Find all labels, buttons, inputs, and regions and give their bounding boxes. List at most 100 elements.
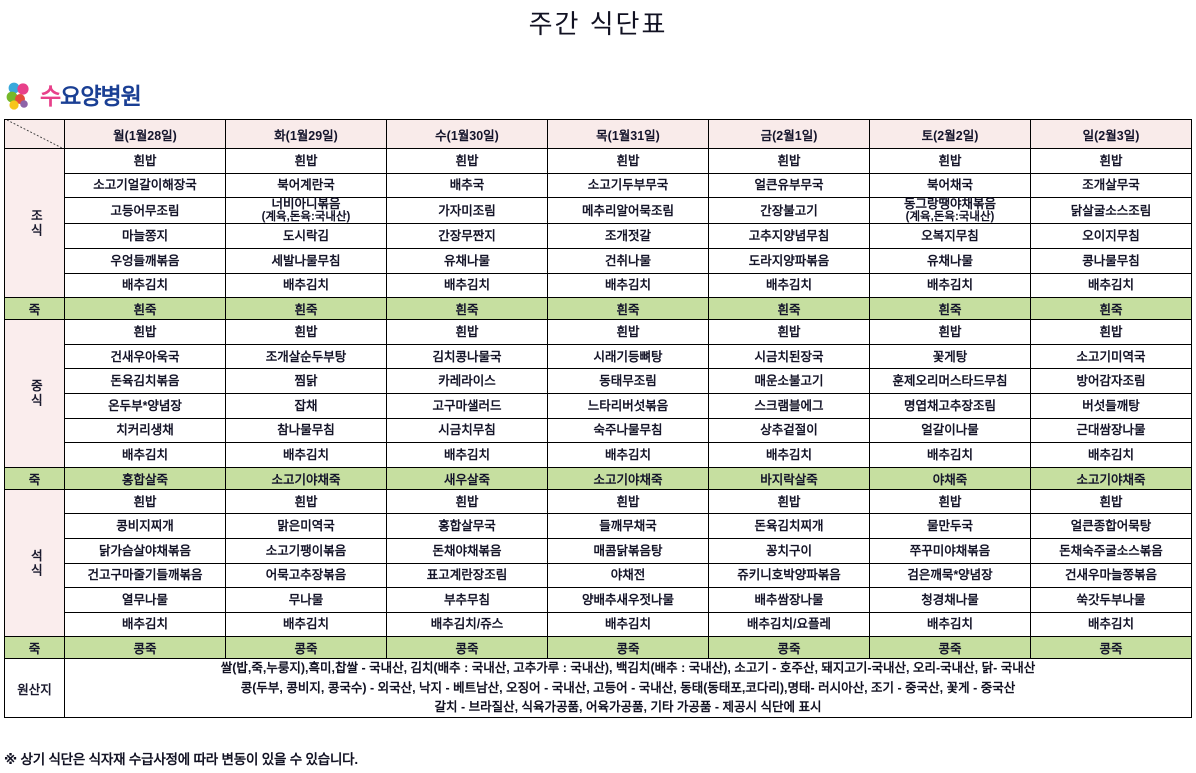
menu-cell: 북어계란국 <box>225 172 387 199</box>
porridge-cell-sun: 소고기야채죽 <box>1030 466 1192 490</box>
menu-cell: 흰밥 <box>1030 319 1192 345</box>
menu-cell: 명엽채고추장조림 <box>869 392 1031 419</box>
menu-cell: 흰밥 <box>1030 148 1192 174</box>
menu-cell: 흰밥 <box>869 148 1031 174</box>
menu-cell: 오이지무침 <box>1030 223 1192 249</box>
menu-cell: 꽃게탕 <box>869 343 1031 370</box>
menu-row: 고등어무조림 너비아니볶음 (계육,돈육:국내산) 가자미조림 메추리알어묵조림 간장불고… <box>5 197 1192 225</box>
menu-cell: 배추김치 <box>869 442 1031 468</box>
porridge-row-label: 죽 <box>4 466 65 490</box>
menu-cell: 소고기두부무국 <box>547 172 709 199</box>
flower-logo-icon <box>6 82 29 110</box>
menu-row: 콩비지찌개 맑은미역국 홍합살무국 들깨무채국 돈육김치찌개 물만두국 얼큰종합어묵탕 <box>5 513 1192 539</box>
menu-cell: 숙주나물무침 <box>547 417 709 444</box>
menu-cell: 시래기등뼈탕 <box>547 343 709 370</box>
meal-label-dinner: 석식 <box>4 488 65 638</box>
porridge-cell-fri: 바지락살죽 <box>708 466 870 490</box>
porridge-cell-wed: 새우살죽 <box>386 466 548 490</box>
menu-cell: 훈제오리머스타드무침 <box>869 368 1031 394</box>
menu-cell: 흰밥 <box>708 319 870 345</box>
menu-cell: 물만두국 <box>869 513 1031 539</box>
menu-cell: 마늘쫑지 <box>64 223 226 249</box>
menu-cell: 온두부*양념장 <box>64 392 226 419</box>
menu-cell: 메추리알어묵조림 <box>547 197 709 225</box>
menu-cell: 돈육김치볶음 <box>64 368 226 394</box>
origin-text: 쌀(밥,죽,누룽지),흑미,찹쌀 - 국내산, 김치(배추 : 국내산, 고추가… <box>64 658 1192 719</box>
menu-cell: 스크램블에그 <box>708 392 870 419</box>
header-day-sat: 토(2월2일) <box>869 119 1031 149</box>
menu-cell: 김치콩나물국 <box>386 343 548 370</box>
menu-row: 건새우아욱국 조개살순두부탕 김치콩나물국 시래기등뼈탕 시금치된장국 꽃게탕 소고기미역국 <box>5 343 1192 370</box>
menu-cell: 배추김치 <box>547 611 709 638</box>
menu-cell: 동그랑땡야채볶음 (계육,돈육:국내산) <box>869 197 1031 225</box>
menu-cell: 맑은미역국 <box>225 513 387 539</box>
menu-cell: 조개살순두부탕 <box>225 343 387 370</box>
menu-row: 마늘쫑지 도시락김 간장무짠지 조개젓갈 고추지양념무침 오복지무침 오이지무침 <box>5 223 1192 249</box>
menu-cell: 매콤닭볶음탕 <box>547 537 709 564</box>
menu-cell: 흰밥 <box>386 488 548 515</box>
porridge-cell-mon: 홍합살죽 <box>64 466 226 490</box>
menu-cell: 청경채나물 <box>869 587 1031 613</box>
menu-cell: 배추김치 <box>225 442 387 468</box>
menu-row: 열무나물 무나물 부추무침 양배추새우젓나물 배추쌈장나물 청경채나물 쑥갓두부나물 <box>5 587 1192 613</box>
menu-cell: 건취나물 <box>547 247 709 274</box>
porridge-cell-sat: 야채죽 <box>869 466 1031 490</box>
menu-cell: 느타리버섯볶음 <box>547 392 709 419</box>
menu-cell: 흰밥 <box>708 488 870 515</box>
menu-cell: 흰밥 <box>386 319 548 345</box>
header-day-wed: 수(1월30일) <box>386 119 548 149</box>
logo-text-su: 수 <box>40 82 61 109</box>
menu-cell: 배추김치 <box>64 442 226 468</box>
menu-cell-text: 동그랑땡야채볶음 <box>903 197 996 212</box>
menu-cell: 배추김치 <box>547 272 709 299</box>
menu-cell: 흰밥 <box>869 319 1031 345</box>
menu-cell: 흰밥 <box>547 319 709 345</box>
menu-cell: 얼큰종합어묵탕 <box>1030 513 1192 539</box>
menu-cell: 배추김치 <box>64 272 226 299</box>
menu-cell: 배추김치 <box>386 442 548 468</box>
menu-cell: 얼큰유부무국 <box>708 172 870 199</box>
menu-cell: 야채전 <box>547 562 709 589</box>
logo-text: 수 요양병원 <box>40 82 142 109</box>
menu-cell: 부추무침 <box>386 587 548 613</box>
menu-cell: 잡채 <box>225 392 387 419</box>
menu-row: 배추김치 배추김치 배추김치 배추김치 배추김치 배추김치 배추김치 <box>5 442 1192 468</box>
menu-cell: 고추지양념무침 <box>708 223 870 249</box>
menu-cell: 배추김치 <box>708 272 870 299</box>
menu-cell: 고구마샐러드 <box>386 392 548 419</box>
porridge-cell-tue: 소고기야채죽 <box>225 466 387 490</box>
menu-cell-text: 너비아니볶음 <box>271 197 341 212</box>
menu-cell-origin-note: (계육,돈육:국내산) <box>905 211 995 224</box>
menu-cell: 흰밥 <box>225 488 387 515</box>
menu-cell: 카레라이스 <box>386 368 548 394</box>
origin-line: 갈치 - 브라질산, 식육가공품, 어육가공품, 기타 가공품 - 제공시 식단… <box>434 700 822 715</box>
menu-cell: 소고기팽이볶음 <box>225 537 387 564</box>
menu-row: 배추김치 배추김치 배추김치 배추김치 배추김치 배추김치 배추김치 <box>5 272 1192 299</box>
origin-line: 콩(두부, 콩비지, 콩국수) - 외국산, 낙지 - 베트남산, 오징어 - … <box>240 680 1016 695</box>
porridge-cell-wed: 콩죽 <box>386 636 548 660</box>
menu-row: 석식 흰밥 흰밥 흰밥 흰밥 흰밥 흰밥 흰밥 <box>4 488 1192 638</box>
menu-cell: 우엉들깨볶음 <box>64 247 226 274</box>
menu-row: 우엉들깨볶음 세발나물무침 유채나물 건취나물 도라지양파볶음 유채나물 콩나물무침 <box>5 247 1192 274</box>
menu-row: 치커리생채 참나물무침 시금치무침 숙주나물무침 상추겉절이 얼갈이나물 근대쌈장나물 <box>5 417 1192 444</box>
menu-cell: 배추김치 <box>386 272 548 299</box>
porridge-cell-sat: 흰죽 <box>869 297 1031 321</box>
menu-cell: 흰밥 <box>64 319 226 345</box>
menu-cell: 닭가슴살야채볶음 <box>64 537 226 564</box>
origin-row: 원산지 쌀(밥,죽,누룽지),흑미,찹쌀 - 국내산, 김치(배추 : 국내산, … <box>4 658 1192 719</box>
menu-cell: 건새우마늘쫑볶음 <box>1030 562 1192 589</box>
porridge-cell-tue: 콩죽 <box>225 636 387 660</box>
menu-cell: 배추쌈장나물 <box>708 587 870 613</box>
menu-cell: 배추김치 <box>1030 611 1192 638</box>
hospital-logo: 수 요양병원 <box>6 76 142 116</box>
menu-cell: 치커리생채 <box>64 417 226 444</box>
porridge-row-label: 죽 <box>4 636 65 660</box>
porridge-cell-sat: 콩죽 <box>869 636 1031 660</box>
menu-row: 중식 흰밥 흰밥 흰밥 흰밥 흰밥 흰밥 흰밥 <box>4 319 1192 468</box>
menu-cell: 배추국 <box>386 172 548 199</box>
menu-cell: 배추김치/쥬스 <box>386 611 548 638</box>
menu-cell: 흰밥 <box>64 148 226 174</box>
menu-cell: 너비아니볶음 (계육,돈육:국내산) <box>225 197 387 225</box>
menu-cell: 배추김치/요플레 <box>708 611 870 638</box>
porridge-cell-fri: 콩죽 <box>708 636 870 660</box>
